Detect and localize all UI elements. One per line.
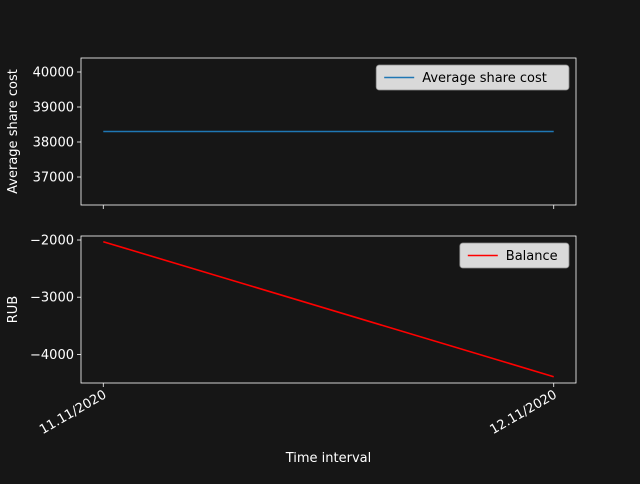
- y-tick-label-0-1: 38000: [33, 136, 74, 151]
- y-axis-label-0: Average share cost: [6, 69, 21, 194]
- y-tick-label-1-2: −4000: [30, 348, 74, 363]
- y-tick-label-1-1: −3000: [30, 291, 74, 306]
- x-tick-label-1: 12.11/2020: [488, 387, 560, 437]
- y-axis-label-1: RUB: [6, 296, 21, 323]
- x-axis-label: Time interval: [285, 451, 372, 466]
- y-tick-label-0-2: 39000: [33, 101, 74, 116]
- y-tick-label-0-0: 37000: [33, 171, 74, 186]
- y-tick-label-0-3: 40000: [33, 66, 74, 81]
- legend-label-0: Average share cost: [422, 71, 547, 86]
- x-tick-label-0: 11.11/2020: [37, 387, 109, 437]
- legend-label-1: Balance: [506, 249, 558, 264]
- y-tick-label-1-0: −2000: [30, 234, 74, 249]
